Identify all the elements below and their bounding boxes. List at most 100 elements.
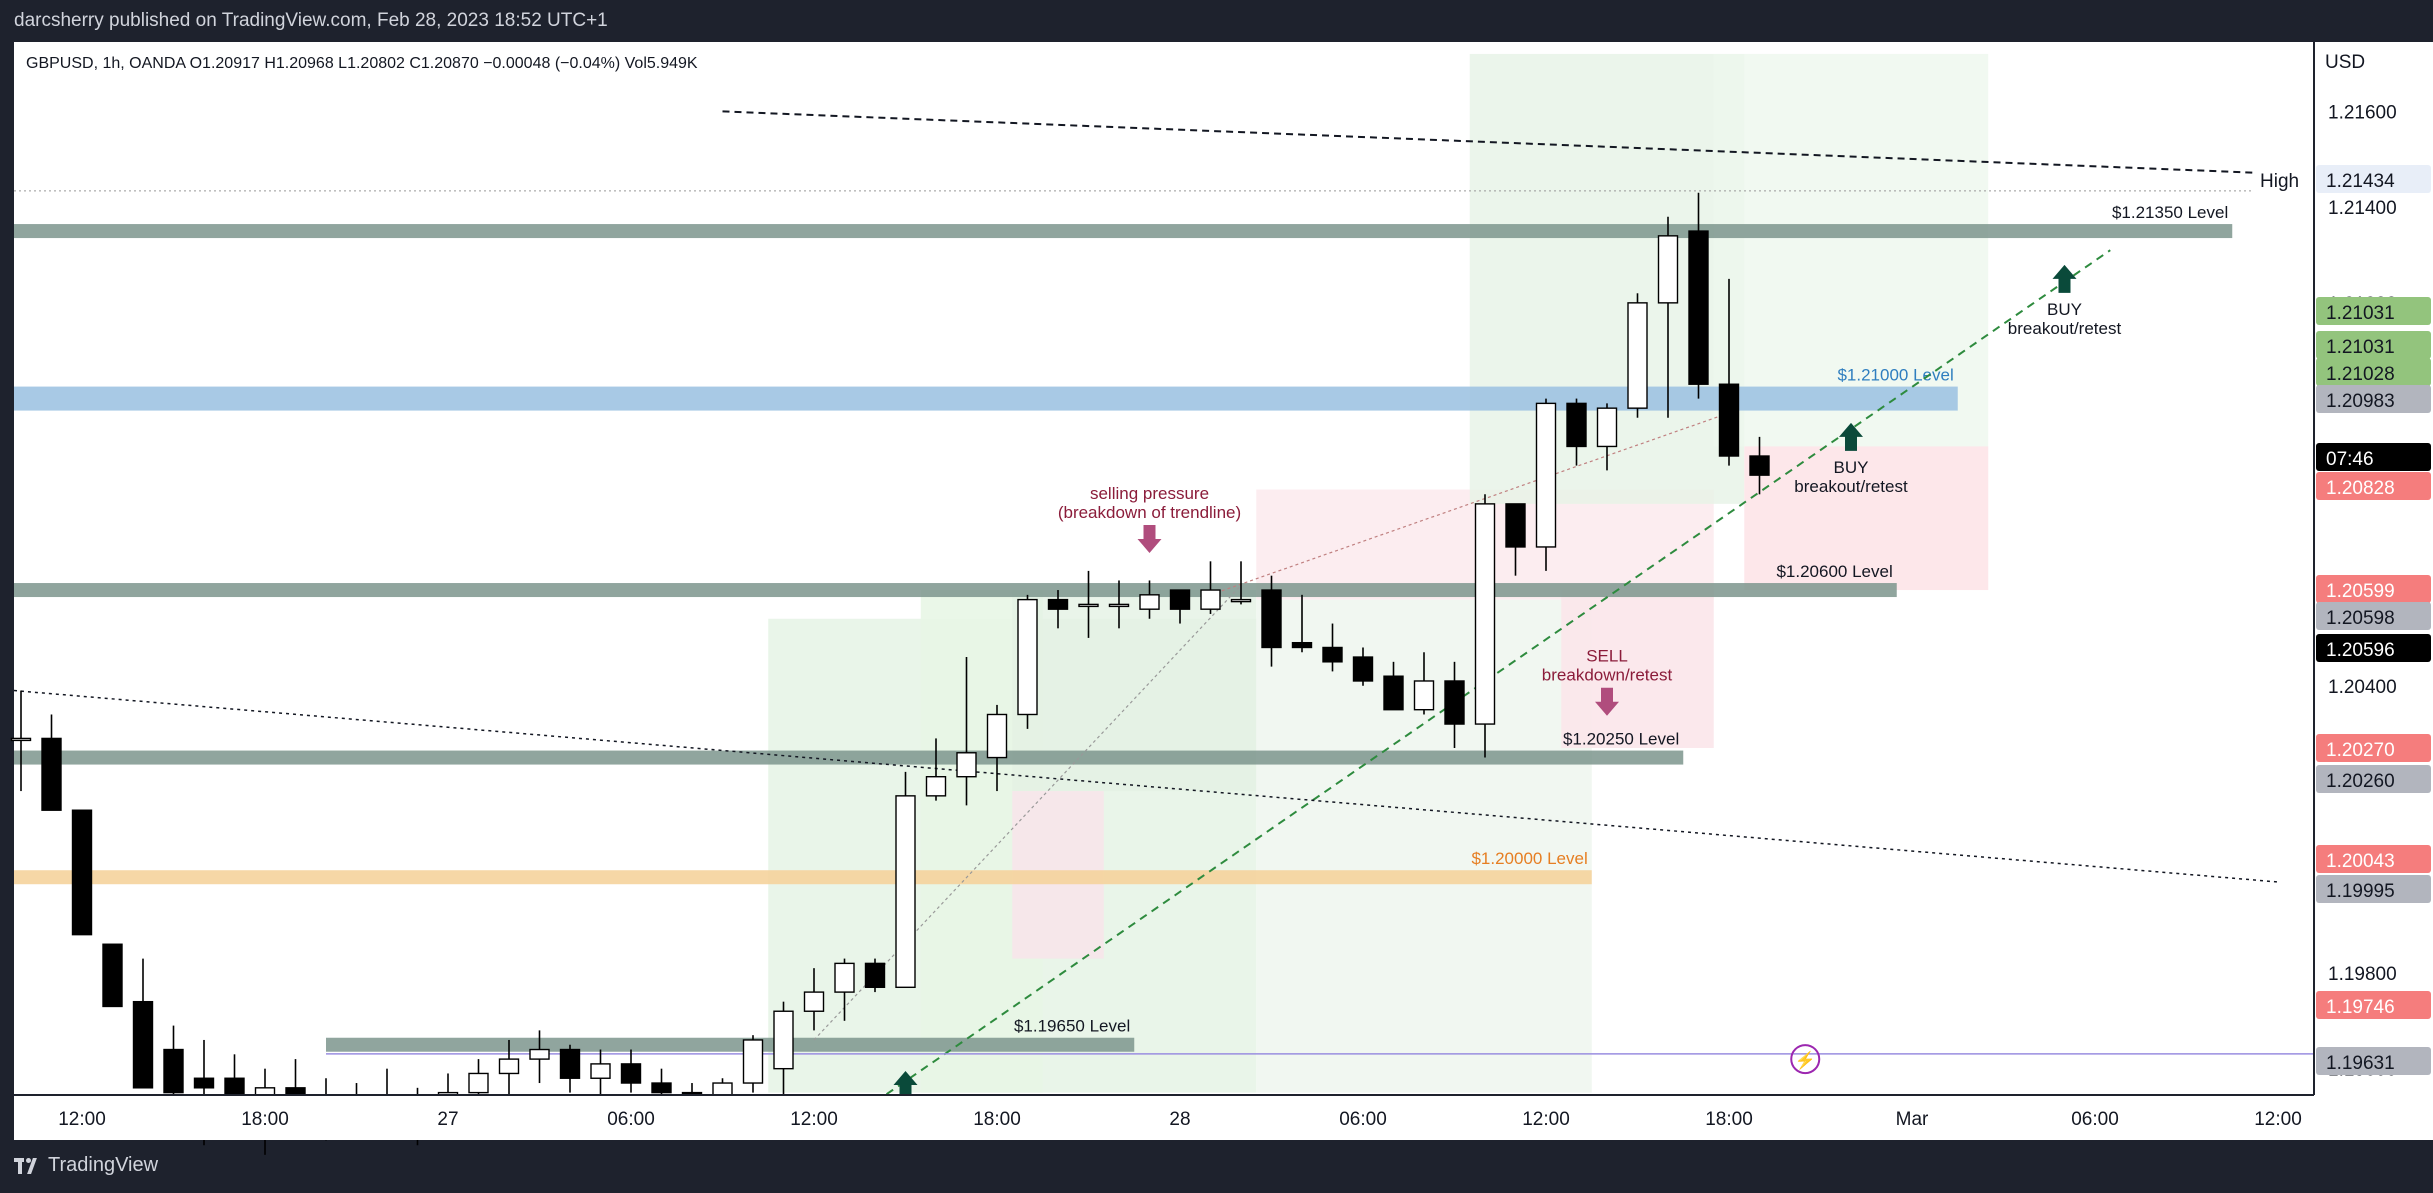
level-band — [14, 750, 1684, 765]
price-axis-panel — [2314, 42, 2433, 1095]
candle-body — [1322, 646, 1343, 663]
price-label-text: 1.20260 — [2326, 771, 2395, 792]
candle-body — [1108, 603, 1130, 608]
price-label-box — [2316, 297, 2431, 325]
annotation-label: BUY — [1834, 458, 1869, 477]
candle-body — [864, 962, 886, 989]
up-arrow-icon — [2052, 264, 2077, 293]
candle-body — [1596, 407, 1618, 448]
candle-body — [529, 1048, 550, 1060]
price-label-text: 1.19631 — [2326, 1053, 2395, 1074]
channel-line — [1210, 412, 1730, 596]
high-tag-box — [2254, 165, 2312, 193]
level-label: $1.20250 Level — [1563, 730, 1679, 749]
level-band — [14, 583, 1897, 598]
candle-body — [1169, 589, 1191, 610]
candle-body — [1078, 603, 1099, 608]
candle-body — [1444, 680, 1465, 725]
x-tick-label: 18:00 — [1705, 1109, 1753, 1130]
price-label-text: 1.20596 — [2326, 640, 2395, 661]
annotation-label: SELL — [1586, 647, 1628, 666]
x-tick-label: 27 — [437, 1109, 458, 1130]
candle-body — [590, 1063, 611, 1079]
candle-body — [163, 1048, 184, 1094]
candle-body — [895, 795, 916, 989]
price-label-box — [2316, 385, 2431, 413]
candle-body — [1291, 641, 1313, 649]
annotation-label: (breakdown of trendline) — [1058, 503, 1241, 522]
candle-body — [925, 776, 947, 797]
x-tick-label: 06:00 — [1339, 1109, 1387, 1130]
candle-body — [1627, 302, 1648, 409]
candle-body — [559, 1048, 581, 1079]
tradingview-brand[interactable]: TradingView — [14, 1154, 158, 1177]
price-label-text: 1.20983 — [2326, 391, 2395, 412]
candle-body — [71, 809, 93, 936]
x-tick-label: 12:00 — [2254, 1109, 2302, 1130]
highlight-zone — [1713, 53, 1989, 447]
candle-body — [1047, 598, 1069, 610]
price-label-text: 1.21028 — [2326, 364, 2395, 385]
x-tick-label: 06:00 — [2071, 1109, 2119, 1130]
candle-body — [1657, 235, 1679, 304]
y-tick-label: 1.21600 — [2328, 102, 2397, 123]
axes-layer: 1.216001.214001.212001.204001.198001.196… — [14, 42, 2433, 1140]
price-label-box — [2316, 358, 2431, 386]
up-arrow-icon — [1839, 422, 1863, 451]
y-tick-label: 1.21400 — [2328, 198, 2397, 219]
candle-body — [1535, 402, 1557, 548]
highlight-zone — [1744, 446, 1989, 591]
symbol-line: GBPUSD, 1h, OANDA O1.20917 H1.20968 L1.2… — [26, 55, 698, 72]
price-label-text: 1.21031 — [2326, 303, 2395, 324]
publish-caption: darcsherry published on TradingView.com,… — [14, 10, 608, 31]
y-tick-label: 1.19800 — [2328, 964, 2397, 985]
candle-body — [956, 752, 977, 778]
candles-layer — [10, 192, 1770, 1155]
annotation-label: breakdown/retest — [1542, 666, 1673, 685]
up-arrow-icon — [893, 1071, 918, 1095]
annotation-label: breakout/retest — [1794, 477, 1908, 496]
y-tick-label: 1.20400 — [2328, 677, 2397, 698]
candle-body — [468, 1072, 489, 1094]
upper-trendline — [722, 110, 2279, 175]
price-label-text: 07:46 — [2326, 449, 2374, 470]
candle-body — [1718, 383, 1740, 457]
level-band — [14, 224, 2233, 239]
lightning-event-icon — [1790, 1044, 1821, 1075]
lower-trendline — [13, 689, 2279, 883]
annotations-layer: selling pressure(breakdown of trendline)… — [893, 264, 2122, 1095]
highlight-zone — [1561, 590, 1714, 748]
candle-body — [1383, 675, 1404, 711]
price-label-box — [2316, 472, 2431, 500]
candle-body — [1474, 503, 1496, 725]
annotation-label: breakout/retest — [2008, 319, 2122, 338]
price-label-text: 1.19995 — [2326, 881, 2395, 902]
price-label-box — [2316, 331, 2431, 359]
level-band — [14, 870, 1592, 885]
candle-body — [1200, 589, 1221, 610]
level-label: $1.20600 Level — [1776, 562, 1892, 581]
price-label-box — [2316, 765, 2431, 793]
down-arrow-icon — [1137, 524, 1162, 553]
price-label-text: 1.21031 — [2326, 337, 2395, 358]
candle-body — [10, 737, 32, 742]
level-band — [14, 386, 1958, 411]
candle-body — [1230, 598, 1252, 603]
price-label-box — [2316, 845, 2431, 873]
price-label-box — [2316, 991, 2431, 1019]
price-label-text: 1.20828 — [2326, 478, 2395, 499]
level-label: $1.19650 Level — [1014, 1017, 1130, 1036]
tradingview-brand-label: TradingView — [48, 1154, 159, 1176]
price-label-text: 1.21434 — [2326, 171, 2395, 192]
x-tick-label: 28 — [1169, 1109, 1190, 1130]
annotation-label: BUY — [2047, 300, 2082, 319]
price-label-box — [2316, 602, 2431, 630]
x-tick-label: 06:00 — [607, 1109, 655, 1130]
x-tick-label: 12:00 — [1522, 1109, 1570, 1130]
level-label: $1.21350 Level — [2112, 203, 2228, 222]
candle-body — [102, 943, 123, 1008]
price-label-box — [2316, 575, 2431, 603]
high-tag-label: High — [2260, 171, 2299, 192]
